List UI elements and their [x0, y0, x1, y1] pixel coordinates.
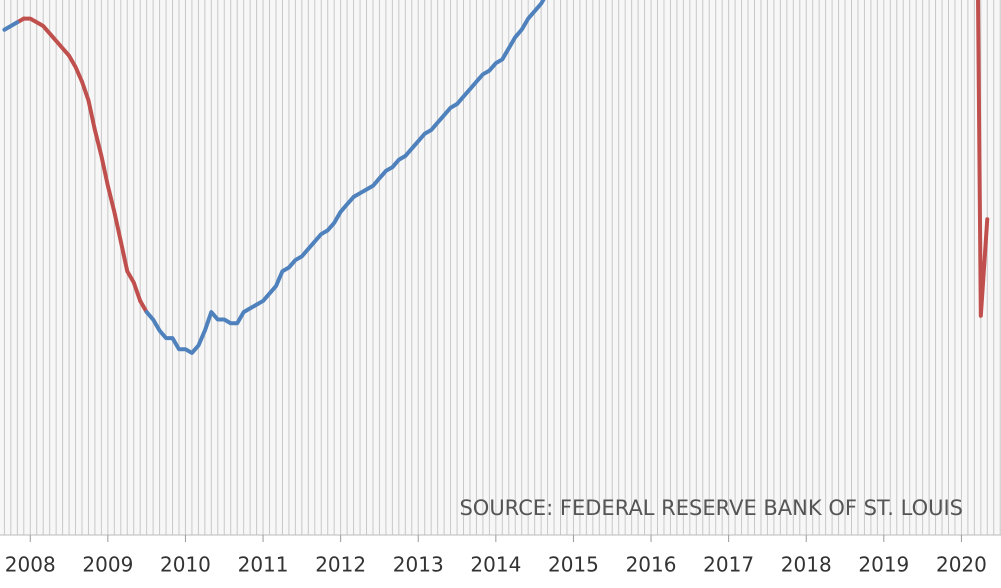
- x-tick-label: 2019: [858, 553, 909, 577]
- x-tick-label: 2010: [160, 553, 211, 577]
- x-tick-label: 2014: [470, 553, 521, 577]
- x-tick-label: 2016: [626, 553, 677, 577]
- line-series: [21, 0, 990, 318]
- x-tick-label: 2015: [548, 553, 599, 577]
- x-tick-label: 2017: [703, 553, 754, 577]
- plot-background: [0, 0, 1001, 535]
- lines: [2, 0, 990, 355]
- x-tick-label: 2011: [238, 553, 289, 577]
- x-tick-label: 2018: [781, 553, 832, 577]
- x-tick-label: 2020: [936, 553, 987, 577]
- x-tick-label: 2012: [315, 553, 366, 577]
- x-tick-label: 2009: [82, 553, 133, 577]
- connector: [138, 298, 149, 315]
- x-tick-label: 2013: [393, 553, 444, 577]
- line-series: [2, 0, 546, 355]
- x-tick-label: 2008: [5, 553, 56, 577]
- month-stripes: [3, 0, 1001, 535]
- source-note: SOURCE: FEDERAL RESERVE BANK OF ST. LOUI…: [459, 496, 963, 520]
